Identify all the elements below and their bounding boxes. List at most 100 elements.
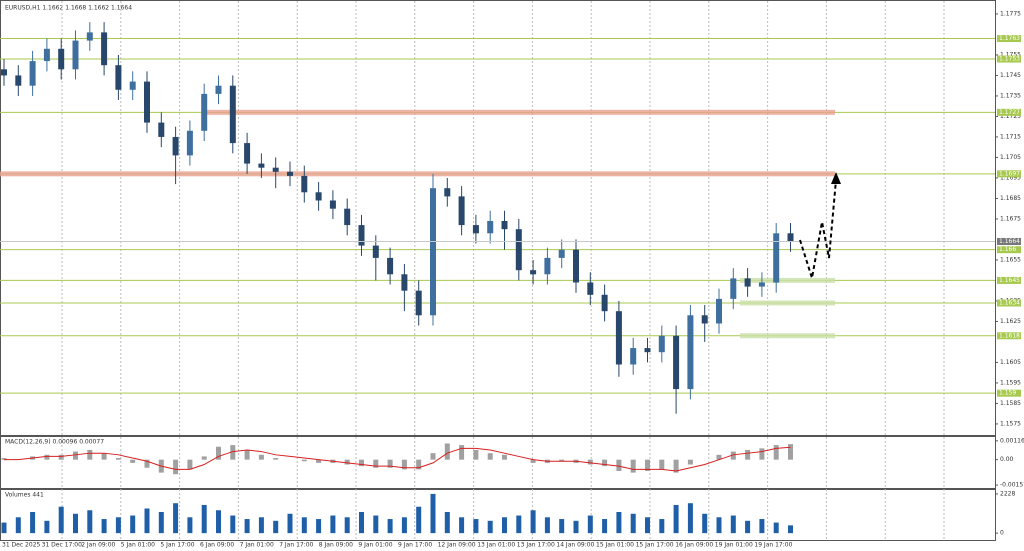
bar xyxy=(730,451,736,460)
bar xyxy=(788,525,793,534)
bar xyxy=(416,459,422,470)
candle-body xyxy=(515,229,522,271)
x-tick-label: 13 Jan 17:00 xyxy=(517,542,555,549)
bar xyxy=(459,517,465,534)
bar xyxy=(44,520,50,534)
candle-body xyxy=(287,171,293,176)
candle-body xyxy=(787,233,794,242)
bar xyxy=(173,459,179,475)
candle-body xyxy=(644,348,651,353)
level-label-bg xyxy=(997,170,1021,178)
x-tick-label: 5 Jan 17:00 xyxy=(160,542,194,549)
bar xyxy=(101,519,107,534)
candle-body xyxy=(258,163,265,168)
bar xyxy=(387,459,393,468)
candle-body xyxy=(229,85,236,144)
bar xyxy=(258,454,264,460)
bar xyxy=(559,519,565,534)
bar xyxy=(473,519,479,534)
y-tick-label: 0.00116 xyxy=(1000,437,1024,444)
bar xyxy=(73,451,78,460)
candle-body xyxy=(301,175,308,193)
bar xyxy=(673,504,679,534)
bar xyxy=(659,519,665,534)
candle-body xyxy=(72,40,79,70)
candle-body xyxy=(129,81,136,90)
level-label-bg xyxy=(997,108,1021,116)
candle-body xyxy=(29,61,36,86)
candle-body xyxy=(472,225,479,234)
y-tick-label: 1.1595 xyxy=(1000,379,1021,386)
bar xyxy=(530,510,536,534)
chart-title: EURUSD,H1 1.1662 1.1668 1.1662 1.1664 xyxy=(5,5,132,12)
bar xyxy=(373,459,379,468)
x-tick-label: 19 Jan 17:00 xyxy=(754,542,792,549)
candle-body xyxy=(358,225,365,246)
bar xyxy=(216,446,221,460)
bar xyxy=(687,459,693,465)
candle-body xyxy=(487,220,494,234)
x-tick-label: 14 Jan 09:00 xyxy=(556,542,594,549)
bar xyxy=(416,506,422,534)
bar xyxy=(444,443,450,460)
candle-body xyxy=(115,65,122,90)
arrow-head xyxy=(831,172,841,184)
bar xyxy=(216,510,221,534)
bar xyxy=(115,517,121,534)
candle-body xyxy=(458,196,465,226)
bar xyxy=(745,449,751,460)
candle-body xyxy=(1,69,7,76)
bar xyxy=(788,444,793,460)
level-label: 1.1727 xyxy=(999,109,1020,116)
candle-body xyxy=(430,188,436,316)
candle-body xyxy=(587,282,594,295)
candle-body xyxy=(387,257,394,275)
level-label: 1.1634 xyxy=(999,299,1020,306)
candle-body xyxy=(544,257,551,275)
y-tick-label: 1.1585 xyxy=(1000,400,1021,407)
bar xyxy=(373,515,379,534)
bar xyxy=(616,512,622,534)
candle-body xyxy=(615,311,622,365)
bar xyxy=(716,454,722,460)
bar xyxy=(444,512,450,534)
bar xyxy=(516,515,522,534)
bar xyxy=(87,449,93,460)
bar xyxy=(316,459,322,463)
candle-body xyxy=(344,208,351,226)
x-tick-label: 31 Dec 2025 xyxy=(2,542,41,549)
candle-body xyxy=(630,348,637,365)
level-label: 1.166 xyxy=(999,246,1016,253)
candle-body xyxy=(329,200,336,209)
y-tick-label: 1.1685 xyxy=(1000,195,1021,202)
bar xyxy=(244,449,250,460)
y-tick-label: 1.1745 xyxy=(1000,72,1021,79)
bar xyxy=(187,459,193,470)
bar xyxy=(459,445,465,460)
bar xyxy=(144,459,150,468)
candle-body xyxy=(372,245,379,258)
volume-title: Volumes 441 xyxy=(5,492,44,499)
candle-body xyxy=(43,48,50,62)
candle-body xyxy=(673,335,680,390)
level-label-bg xyxy=(997,246,1021,254)
bar xyxy=(44,454,50,460)
bar xyxy=(473,449,479,460)
x-tick-label: 15 Jan 17:00 xyxy=(636,542,674,549)
candle-body xyxy=(172,136,179,156)
bar xyxy=(645,459,650,471)
level-label-bg xyxy=(997,35,1021,43)
candle-body xyxy=(272,167,279,172)
y-tick-label: 2228 xyxy=(1000,490,1015,497)
y-tick-label: 1.1695 xyxy=(1000,174,1021,181)
bar xyxy=(344,517,350,534)
current-price-label: 1.1664 xyxy=(999,238,1020,245)
bar xyxy=(502,454,507,460)
candle-body xyxy=(215,85,222,94)
bar xyxy=(30,512,36,534)
y-tick-label: 1.1715 xyxy=(1000,133,1021,140)
candle-body xyxy=(687,315,694,390)
bar xyxy=(716,517,722,534)
bar xyxy=(559,459,565,462)
